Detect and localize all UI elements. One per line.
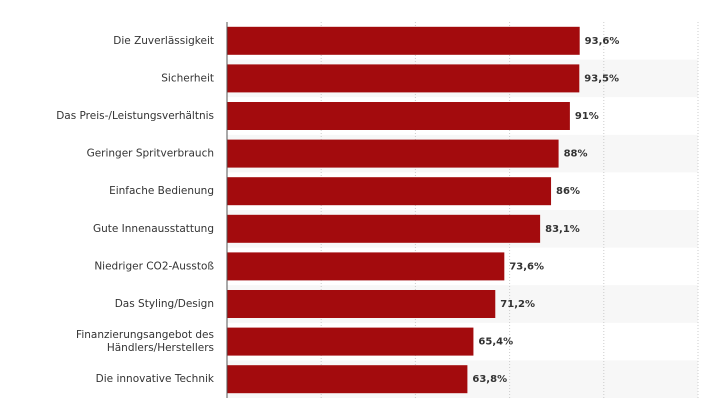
value-label: 65,4% [478, 337, 513, 348]
category-label: Niedriger CO2-Ausstoß [94, 260, 214, 272]
value-label: 71,2% [500, 299, 535, 310]
value-label: 93,6% [585, 36, 620, 47]
category-label: Geringer Spritverbrauch [87, 148, 214, 160]
value-label: 88% [564, 149, 588, 160]
category-label: Finanzierungsangebot des [76, 329, 214, 341]
category-label: Händlers/Herstellers [107, 342, 214, 354]
bar [227, 365, 468, 394]
bar [227, 177, 552, 206]
bar [227, 102, 570, 130]
value-label: 83,1% [545, 224, 580, 235]
bar [227, 214, 541, 243]
bar [227, 327, 474, 356]
bars [227, 26, 580, 394]
value-label: 73,6% [509, 261, 544, 272]
value-label: 63,8% [472, 374, 507, 385]
category-label: Die innovative Technik [96, 373, 215, 385]
value-label: 93,5% [584, 73, 619, 84]
category-label: Das Preis-/Leistungsverhältnis [56, 110, 214, 122]
value-label: 91% [575, 111, 599, 122]
value-labels: 93,6% 93,5% 91% 88% 86% 83,1% 73,6% 71,2% 65,4% 6… [472, 36, 619, 385]
bar [227, 252, 505, 281]
category-label: Sicherheit [161, 72, 214, 84]
category-label: Einfache Bedienung [109, 185, 214, 197]
bar [227, 64, 580, 93]
category-label: Gute Innenausstattung [93, 223, 214, 235]
category-label: Das Styling/Design [115, 298, 214, 310]
category-label: Die Zuverlässigkeit [113, 35, 214, 47]
category-labels: Die Zuverlässigkeit Sicherheit Das Preis-/… [56, 35, 215, 385]
bar [227, 139, 559, 168]
value-label: 86% [556, 186, 580, 197]
bar [227, 290, 496, 318]
bar [227, 26, 580, 55]
